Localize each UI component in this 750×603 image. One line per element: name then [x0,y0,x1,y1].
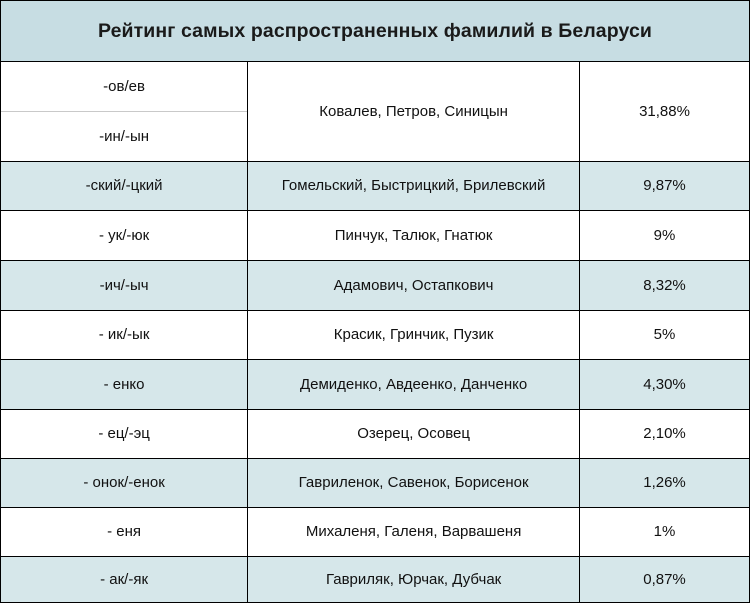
percent-cell: 31,88% [579,62,749,162]
table-row: -ич/-ыч Адамович, Остапкович 8,32% [1,259,749,311]
percent-cell: 5% [579,309,749,360]
table-title: Рейтинг самых распространенных фамилий в… [1,1,749,62]
suffix-cell: -ов/ев -ин/-ын [1,62,249,162]
suffix-cell: - ак/-як [1,555,249,602]
examples-cell: Михаленя, Галеня, Варвашеня [247,506,581,557]
table-row: - ик/-ык Красик, Гринчик, Пузик 5% [1,309,749,360]
table-row: -ский/-цкий Гомельский, Быстрицкий, Брил… [1,160,749,211]
suffix-split: -ов/ев -ин/-ын [1,62,248,161]
percent-cell: 4,30% [579,358,749,410]
examples-cell: Ковалев, Петров, Синицын [247,62,581,162]
examples-cell: Озерец, Осовец [247,408,581,459]
examples-cell: Гавриляк, Юрчак, Дубчак [247,555,581,602]
suffix-cell: - еня [1,506,249,557]
suffix-label: -ин/-ын [1,110,248,161]
examples-cell: Красик, Гринчик, Пузик [247,309,581,360]
table-row: - онок/-енок Гавриленок, Савенок, Борисе… [1,457,749,508]
table-row: - ук/-юк Пинчук, Талюк, Гнатюк 9% [1,209,749,261]
percent-cell: 9% [579,209,749,261]
suffix-cell: - ук/-юк [1,209,249,261]
suffix-label: -ов/ев [103,78,145,95]
examples-cell: Гавриленок, Савенок, Борисенок [247,457,581,508]
percent-cell: 0,87% [579,555,749,602]
examples-cell: Пинчук, Талюк, Гнатюк [247,209,581,261]
suffix-cell: - ец/-эц [1,408,249,459]
percent-cell: 9,87% [579,160,749,211]
surname-table: -ов/ев -ин/-ын Ковалев, Петров, Синицын … [1,62,749,602]
suffix-cell: -ич/-ыч [1,259,249,311]
examples-cell: Адамович, Остапкович [247,259,581,311]
percent-cell: 8,32% [579,259,749,311]
table-row: - енко Демиденко, Авдеенко, Данченко 4,3… [1,358,749,410]
table-row: -ов/ев -ин/-ын Ковалев, Петров, Синицын … [1,62,749,162]
examples-cell: Демиденко, Авдеенко, Данченко [247,358,581,410]
percent-cell: 2,10% [579,408,749,459]
percent-cell: 1% [579,506,749,557]
suffix-cell: - енко [1,358,249,410]
suffix-cell: -ский/-цкий [1,160,249,211]
suffix-cell: - ик/-ык [1,309,249,360]
table-row: - ец/-эц Озерец, Осовец 2,10% [1,408,749,459]
percent-cell: 1,26% [579,457,749,508]
suffix-cell: - онок/-енок [1,457,249,508]
table-row: - еня Михаленя, Галеня, Варвашеня 1% [1,506,749,557]
examples-cell: Гомельский, Быстрицкий, Брилевский [247,160,581,211]
table-row: - ак/-як Гавриляк, Юрчак, Дубчак 0,87% [1,555,749,602]
